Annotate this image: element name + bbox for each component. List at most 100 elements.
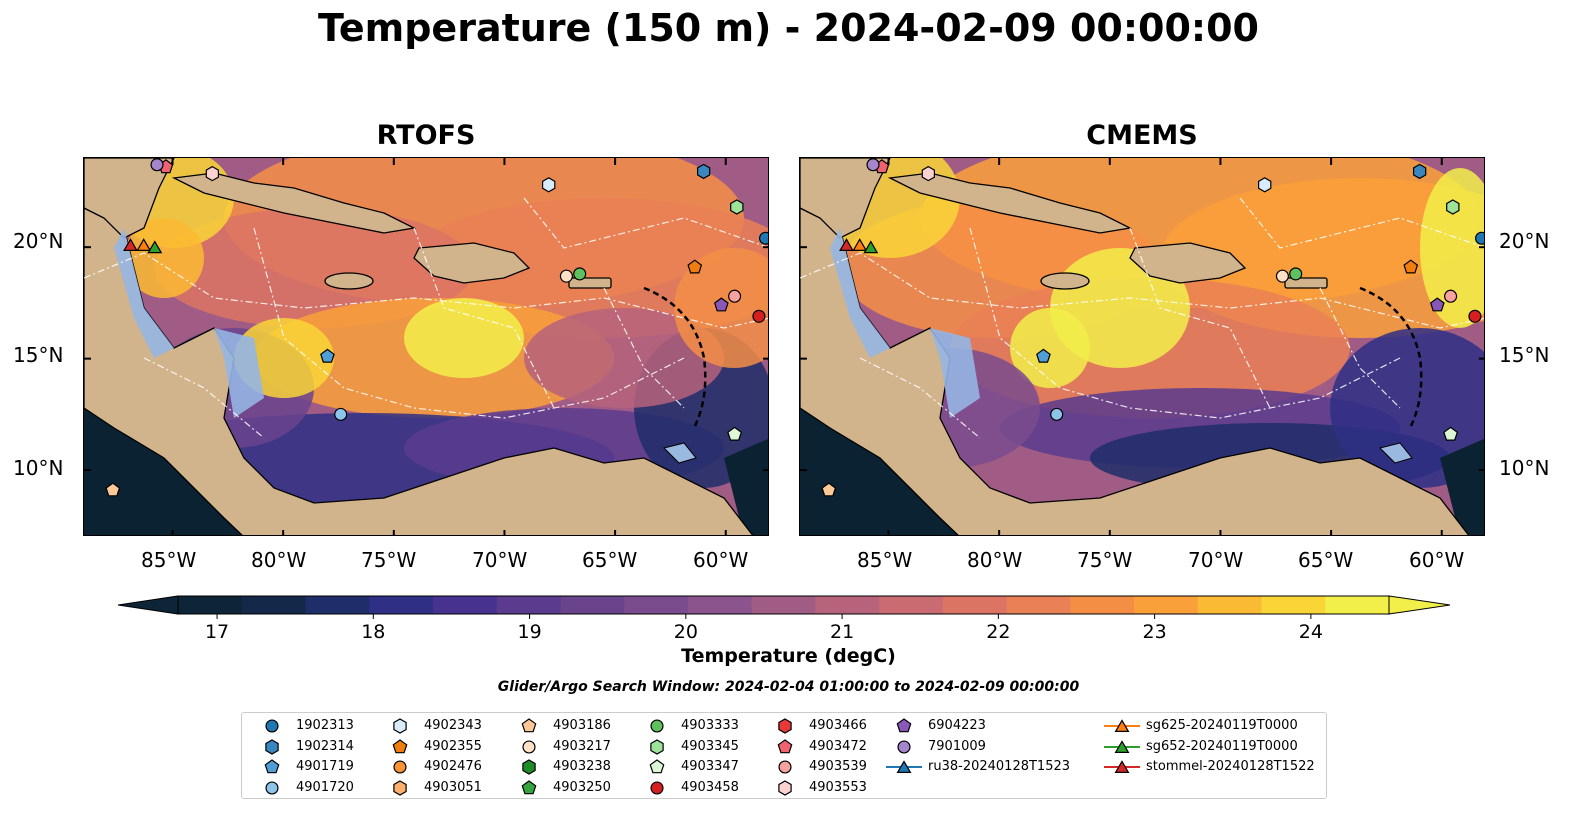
legend-marker-sg625-20240119T0000 (1114, 719, 1130, 732)
legend-label: 1902313 (296, 718, 354, 733)
marker-4902355 (1403, 259, 1419, 274)
marker-4903186 (821, 482, 837, 497)
colorbar-tick-label: 20 (674, 621, 698, 643)
temperature-anomaly-patch (1010, 308, 1090, 388)
lon-label-right-65: 65°W (1298, 548, 1354, 572)
colorbar-segment (1261, 596, 1326, 614)
colorbar-tick-label: 19 (517, 621, 541, 643)
colorbar-extend-high (1388, 595, 1451, 615)
shelf-water (1379, 442, 1413, 464)
colorbar-label: Temperature (degC) (681, 645, 896, 667)
legend-label: sg625-20240119T0000 (1146, 718, 1298, 733)
hispaniola-land (413, 242, 531, 284)
eez-boundary (413, 227, 685, 409)
atlantic-deep-patch (1440, 438, 1484, 535)
pacific-ocean-patch (800, 408, 958, 535)
marker-1902313 (759, 231, 768, 245)
colorbar-tick-label: 18 (361, 621, 385, 643)
legend-label: 4903217 (553, 738, 611, 754)
legend-label: 4903333 (681, 718, 739, 733)
colorbar-segment (624, 596, 689, 614)
marker-sg652-20240119T0000 (147, 240, 163, 254)
shelf-water (930, 328, 980, 418)
marker-4901719 (1036, 348, 1051, 363)
shelf-water (114, 228, 174, 358)
colorbar-segment (369, 596, 434, 614)
legend-marker-4903347 (649, 759, 665, 774)
colorbar-segment (1197, 596, 1263, 614)
lesser-antilles-arc (1359, 286, 1423, 429)
legend-label: 4902343 (424, 718, 482, 733)
legend-label: ru38-20240128T1523 (928, 759, 1071, 774)
legend-marker-ru38-20240128T1523 (896, 760, 912, 773)
colorbar: 17 18 19 20 21 22 23 24 (117, 595, 1451, 643)
legend-label: 7901009 (928, 738, 986, 754)
lesser-antilles-arc (643, 286, 707, 429)
marker-4903539 (728, 289, 742, 303)
legend-marker-4903250 (521, 779, 537, 794)
legend-marker-4903333 (650, 719, 664, 733)
legend-marker-4903186 (521, 718, 537, 733)
marker-4903333 (573, 267, 587, 281)
legend-label: 4903250 (553, 779, 611, 795)
cmems-map (799, 157, 1485, 536)
temperature-anomaly-patch (404, 298, 524, 378)
legend-marker-4903238 (522, 759, 536, 775)
colorbar-tick-label: 24 (1299, 621, 1323, 643)
colorbar-segment (1006, 596, 1071, 614)
legend-marker-4902343 (393, 718, 407, 734)
eez-boundary (859, 197, 1484, 439)
marker-4903347 (1443, 426, 1459, 441)
legend-label: 4903186 (553, 718, 611, 733)
legend-marker-4901720 (265, 780, 279, 795)
colorbar-segment (305, 596, 370, 614)
lon-label-right-80: 80°W (967, 548, 1023, 572)
lon-label-left-85: 85°W (141, 548, 197, 572)
marker-4903458 (1468, 309, 1482, 323)
lat-label-left-10: 10°N (13, 456, 64, 480)
marker-4902355 (687, 259, 703, 274)
legend-label: 4903466 (809, 718, 867, 733)
marker-stommel-20240128T1522 (839, 238, 854, 252)
lon-label-left-80: 80°W (251, 548, 307, 572)
legend-marker-7901009 (897, 739, 911, 754)
marker-4902343 (1258, 177, 1272, 193)
legend-label: 4902355 (424, 738, 482, 754)
colorbar-tick-label: 22 (986, 621, 1010, 643)
colorbar-segment (879, 596, 944, 614)
panel-title-cmems: CMEMS (1086, 120, 1198, 151)
legend-label: 1902314 (296, 738, 354, 754)
marker-4901720 (1050, 407, 1064, 421)
legend-marker-4901719 (264, 759, 280, 774)
legend-marker-4902476 (393, 760, 407, 774)
marker-7901009 (150, 158, 164, 172)
marker-4903553 (921, 165, 935, 182)
marker-4903347 (727, 426, 743, 441)
eez-boundary (84, 252, 768, 329)
colorbar-segment (178, 596, 243, 614)
lat-label-right-15: 15°N (1499, 343, 1550, 367)
colorbar-segment (1134, 596, 1199, 614)
eez-boundary (800, 252, 1484, 329)
colorbar-tick-label: 21 (830, 621, 854, 643)
marker-1902313 (1475, 231, 1484, 245)
legend-marker-4903553 (778, 779, 792, 796)
legend-marker-4903345 (650, 738, 664, 755)
legend-label: 4903472 (809, 738, 867, 754)
marker-6904223 (1429, 297, 1445, 312)
marker-7901009 (866, 158, 880, 172)
marker-4901720 (334, 407, 348, 421)
legend: 1902313 1902314 4901719 4901720 4902343 49023… (241, 712, 1327, 799)
marker-4903186 (105, 482, 121, 497)
legend-marker-4902355 (392, 738, 408, 753)
hispaniola-land (1129, 242, 1247, 284)
legend-marker-1902313 (265, 719, 279, 733)
lat-label-left-15: 15°N (13, 343, 64, 367)
lat-label-right-10: 10°N (1499, 456, 1550, 480)
legend-marker-4903051 (393, 779, 407, 796)
colorbar-tick-label: 23 (1143, 621, 1167, 643)
lon-label-left-75: 75°W (361, 548, 417, 572)
legend-label: stommel-20240128T1522 (1146, 759, 1315, 774)
colorbar-segment (1070, 596, 1135, 614)
temperature-anomaly-patch (524, 308, 724, 408)
